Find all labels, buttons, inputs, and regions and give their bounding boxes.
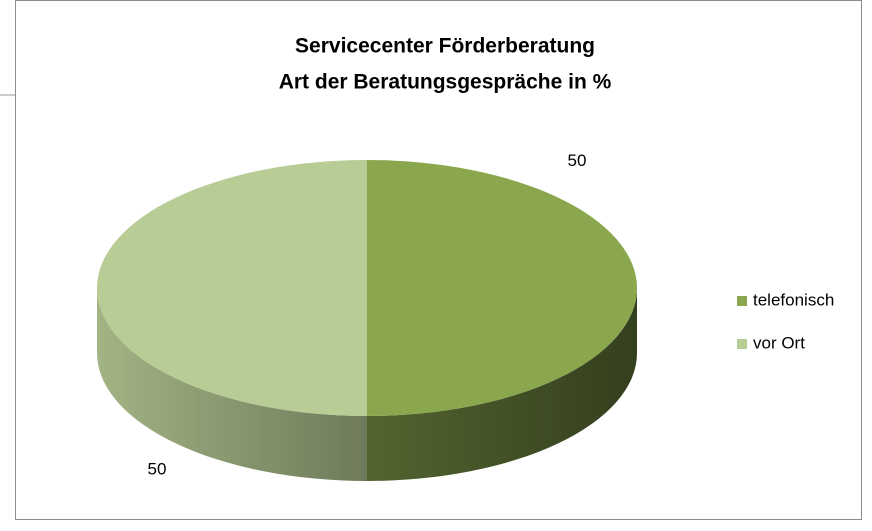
slice-side <box>367 288 637 481</box>
legend-label: telefonisch <box>753 290 834 309</box>
slice <box>97 160 367 416</box>
data-label: 50 <box>568 151 587 170</box>
legend-swatch <box>737 296 747 306</box>
chart-title: Servicecenter Förderberatung <box>295 35 595 58</box>
chart-subtitle: Art der Beratungsgespräche in % <box>279 71 612 94</box>
slice-side <box>97 288 367 481</box>
legend-label: vor Ort <box>753 333 805 352</box>
data-label: 50 <box>148 459 167 478</box>
slice <box>367 160 637 416</box>
legend-swatch <box>737 339 747 349</box>
